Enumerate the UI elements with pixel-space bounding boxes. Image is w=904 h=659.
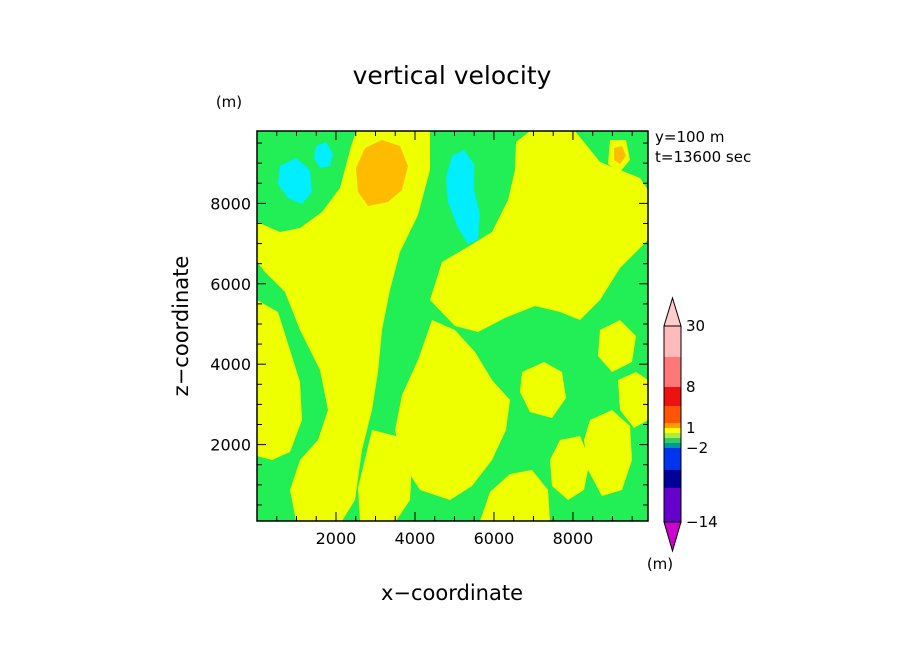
positive-velocity-region bbox=[257, 131, 648, 521]
colorbar-tick-label: 1 bbox=[686, 419, 696, 437]
colorbar-tick-label: −2 bbox=[686, 439, 708, 457]
contour-field bbox=[257, 131, 648, 521]
annotation-time: t=13600 sec bbox=[655, 148, 751, 166]
colorbar-bin bbox=[664, 357, 681, 387]
updraft-region bbox=[356, 140, 626, 206]
colorbar-unit: (m) bbox=[647, 555, 673, 573]
y-tick-label: 2000 bbox=[210, 436, 251, 455]
colorbar-tick-label: −14 bbox=[686, 513, 718, 531]
downdraft-region bbox=[278, 142, 480, 244]
y-tick-labels: 2000 4000 6000 8000 bbox=[210, 194, 251, 454]
colorbar-frame bbox=[663, 325, 682, 523]
colorbar-bin bbox=[664, 448, 681, 470]
plot-frame bbox=[256, 130, 649, 522]
colorbar-bin bbox=[664, 470, 681, 488]
y-unit-label: (m) bbox=[216, 93, 242, 111]
colorbar-bin bbox=[664, 428, 681, 433]
colorbar-bin bbox=[664, 423, 681, 428]
x-tick-label: 6000 bbox=[474, 529, 515, 548]
y-axis-label: z−coordinate bbox=[169, 256, 193, 397]
colorbar-tick-label: 8 bbox=[686, 378, 696, 396]
y-tick-label: 4000 bbox=[210, 355, 251, 374]
colorbar: 30 8 1 −2 −14 bbox=[663, 296, 718, 553]
chart-title: vertical velocity bbox=[353, 61, 552, 90]
x-tick-label: 2000 bbox=[316, 529, 357, 548]
colorbar-top-arrow bbox=[663, 296, 682, 327]
colorbar-bottom-arrow bbox=[663, 521, 682, 553]
y-tick-label: 8000 bbox=[210, 194, 251, 213]
x-tick-labels: 2000 4000 6000 8000 bbox=[316, 529, 594, 548]
colorbar-bin bbox=[664, 443, 681, 448]
annotation-y: y=100 m bbox=[655, 128, 724, 146]
colorbar-bin bbox=[664, 438, 681, 443]
axis-ticks bbox=[257, 131, 648, 521]
colorbar-bin bbox=[664, 326, 681, 357]
colorbar-bin bbox=[664, 387, 681, 406]
x-axis-label: x−coordinate bbox=[381, 581, 523, 605]
x-tick-label: 4000 bbox=[395, 529, 436, 548]
x-tick-label: 8000 bbox=[553, 529, 594, 548]
colorbar-tick-label: 30 bbox=[686, 317, 705, 335]
colorbar-bin bbox=[664, 433, 681, 438]
colorbar-bin bbox=[664, 406, 681, 423]
colorbar-bin bbox=[664, 488, 681, 522]
plot-area bbox=[256, 130, 649, 522]
y-tick-label: 6000 bbox=[210, 275, 251, 294]
